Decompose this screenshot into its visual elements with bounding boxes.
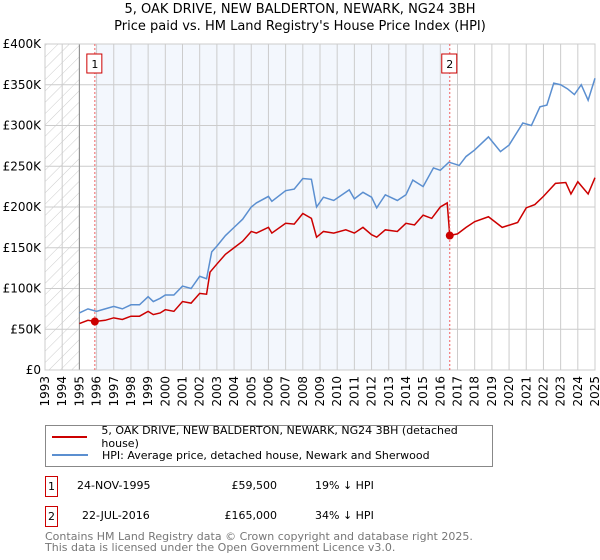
x-tick-label: 2025 <box>588 376 600 407</box>
y-tick-label: £50K <box>10 322 42 336</box>
sale-point <box>90 317 99 326</box>
x-tick-label: 2024 <box>571 376 585 407</box>
y-tick-label: £150K <box>3 241 43 255</box>
sale-date: 22-JUL-2016 <box>82 509 150 522</box>
x-tick-label: 1999 <box>141 376 155 407</box>
x-tick-label: 2018 <box>468 376 482 407</box>
legend-label: 5, OAK DRIVE, NEW BALDERTON, NEWARK, NG2… <box>101 424 458 450</box>
sale-hpi-diff: 34% ↓ HPI <box>315 509 374 522</box>
x-tick-label: 1998 <box>124 376 138 407</box>
sale-date: 24-NOV-1995 <box>77 479 151 492</box>
x-tick-label: 2001 <box>176 376 190 407</box>
y-tick-label: £350K <box>3 78 43 92</box>
y-tick-label: £200K <box>3 200 43 214</box>
x-tick-label: 2002 <box>193 376 207 407</box>
footer-copyright: Contains HM Land Registry data © Crown c… <box>45 530 473 543</box>
x-tick-label: 2003 <box>210 376 224 407</box>
x-tick-label: 1995 <box>72 376 86 407</box>
x-tick-label: 2007 <box>279 376 293 407</box>
legend-label: HPI: Average price, detached house, Newa… <box>102 448 430 462</box>
chart-title: 5, OAK DRIVE, NEW BALDERTON, NEWARK, NG2… <box>124 2 476 17</box>
x-tick-label: 2016 <box>433 376 447 407</box>
sale-label-box <box>441 53 458 74</box>
sale-price: £59,500 <box>231 479 278 492</box>
legend: 5, OAK DRIVE, NEW BALDERTON, NEWARK, NG2… <box>45 424 493 467</box>
x-tick-label: 2014 <box>399 376 413 407</box>
chart-subtitle: Price paid vs. HM Land Registry's House … <box>114 19 486 34</box>
x-tick-label: 1993 <box>38 376 52 407</box>
x-tick-label: 2011 <box>347 376 361 407</box>
y-tick-label: £250K <box>3 159 43 173</box>
y-tick-label: £400K <box>3 37 43 51</box>
sale-hpi-diff: 19% ↓ HPI <box>315 479 374 492</box>
x-tick-label: 1997 <box>107 376 121 407</box>
x-tick-label: 2022 <box>536 376 550 407</box>
x-tick-label: 2021 <box>519 376 533 407</box>
y-tick-label: £300K <box>3 119 43 133</box>
sale-label-box <box>86 53 103 74</box>
y-tick-label: £0 <box>26 363 41 377</box>
price-chart: 1993 1994 1995 1996 1997 1998 1999 2000 2001 2002… <box>3 37 600 407</box>
sale-price: £165,000 <box>224 509 278 522</box>
x-tick-label: 1994 <box>55 376 69 407</box>
x-tick-label: 1996 <box>90 376 104 407</box>
sale-badge: 2 <box>45 506 58 527</box>
x-tick-label: 2006 <box>261 376 275 407</box>
x-tick-label: 2010 <box>330 376 344 407</box>
x-tick-label: 2008 <box>296 376 310 407</box>
x-tick-label: 2017 <box>451 376 465 407</box>
x-tick-label: 2019 <box>485 376 499 407</box>
x-tick-label: 2005 <box>244 376 258 407</box>
x-tick-label: 2012 <box>365 376 379 407</box>
legend-swatch-blue <box>52 454 88 456</box>
x-tick-label: 2009 <box>313 376 327 407</box>
sale-badge: 1 <box>45 476 58 497</box>
x-tick-label: 2004 <box>227 376 241 407</box>
x-tick-label: 2000 <box>158 376 172 407</box>
footer: Contains HM Land Registry data © Crown c… <box>45 531 473 553</box>
sale-label: 2 <box>446 58 453 71</box>
plot-border <box>44 43 596 371</box>
legend-item-hpi: HPI: Average price, detached house, Newa… <box>52 447 430 463</box>
x-tick-label: 2020 <box>502 376 516 407</box>
legend-item-property: 5, OAK DRIVE, NEW BALDERTON, NEWARK, NG2… <box>52 424 492 450</box>
sale-point <box>445 231 454 240</box>
legend-swatch-red <box>52 436 88 438</box>
y-tick-label: £100K <box>3 282 43 296</box>
footer-licence: This data is licensed under the Open Gov… <box>45 541 396 554</box>
x-tick-label: 2015 <box>416 376 430 407</box>
x-tick-label: 2013 <box>382 376 396 407</box>
series-line <box>79 177 596 325</box>
series-line <box>79 78 596 314</box>
sale-label: 1 <box>91 58 98 71</box>
x-tick-label: 2023 <box>554 376 568 407</box>
